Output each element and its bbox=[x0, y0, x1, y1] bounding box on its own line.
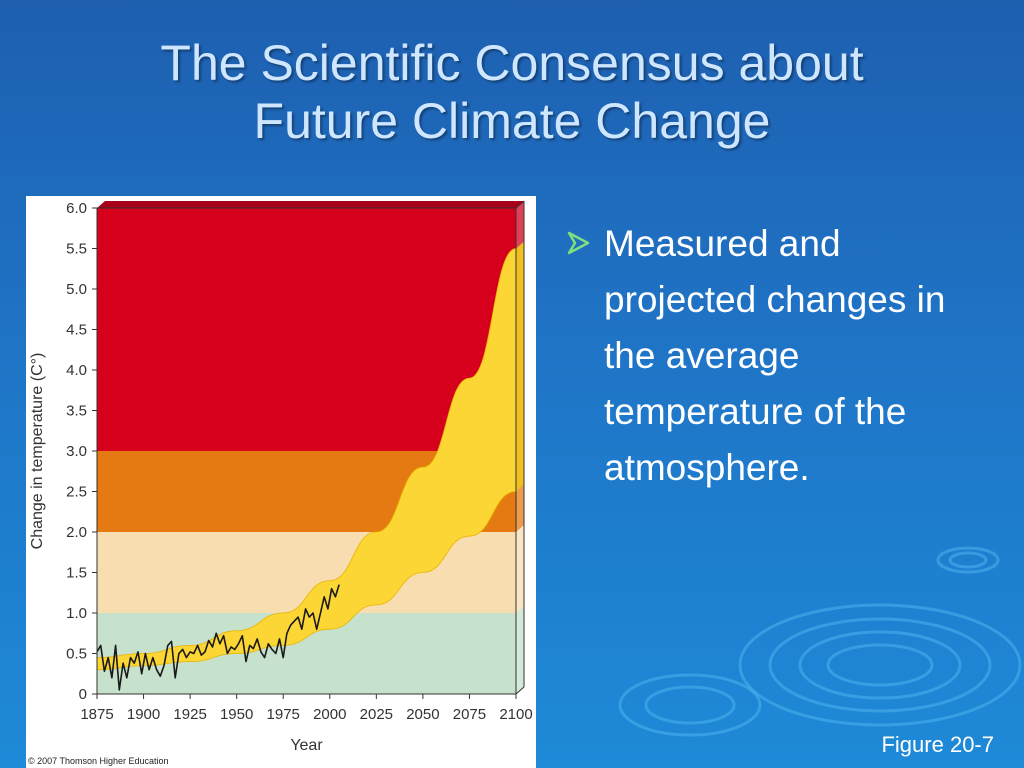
frame-depth-edge-top bbox=[515, 200, 525, 209]
x-tick-label: 2075 bbox=[453, 706, 486, 723]
x-tick-label: 1875 bbox=[80, 706, 113, 723]
y-tick-label: 3.0 bbox=[66, 443, 87, 460]
publisher-credit: © 2007 Thomson Higher Education bbox=[28, 756, 169, 766]
temperature-band-3 bbox=[97, 208, 516, 451]
y-tick-label: 4.0 bbox=[66, 362, 87, 379]
x-tick-label: 2000 bbox=[313, 706, 346, 723]
x-tick-label: 2100 bbox=[499, 706, 532, 723]
projection-band-side bbox=[516, 241, 524, 492]
x-tick-label: 1950 bbox=[220, 706, 253, 723]
frame-depth-edge-bottom bbox=[515, 686, 525, 695]
bullet-text: Measured and projected changes in the av… bbox=[604, 223, 946, 488]
y-tick-label: 5.5 bbox=[66, 241, 87, 258]
y-tick-label: 1.5 bbox=[66, 565, 87, 582]
y-tick-label: 4.5 bbox=[66, 322, 87, 339]
arrow-bullet-icon bbox=[567, 231, 590, 255]
y-tick-label: 2.5 bbox=[66, 484, 87, 501]
x-tick-label: 2025 bbox=[360, 706, 393, 723]
temperature-band-side-1 bbox=[516, 525, 524, 613]
temperature-chart: 0 0.5 1.0 1.5 2.0 2.5 3.0 3.5 4.0 4.5 5.0 5.5 6.0 187… bbox=[28, 200, 533, 766]
figure-caption: Figure 20-7 bbox=[881, 732, 994, 757]
y-tick-label: 0 bbox=[79, 686, 87, 703]
projection-band-area bbox=[96, 248, 517, 671]
slide-title-line-1: The Scientific Consensus about bbox=[160, 35, 864, 91]
figure-panel: 0 0.5 1.0 1.5 2.0 2.5 3.0 3.5 4.0 4.5 5.0 5.5 6.0 187… bbox=[26, 196, 536, 768]
x-tick-label: 2050 bbox=[406, 706, 439, 723]
slide-title-line-2: Future Climate Change bbox=[253, 93, 771, 149]
bullet-item: Measured and projected changes in the av… bbox=[566, 216, 996, 496]
y-tick-label: 2.0 bbox=[66, 524, 87, 541]
temperature-band-side-0 bbox=[516, 606, 524, 694]
measured-temperature-line bbox=[96, 584, 340, 691]
y-tick-label: 0.5 bbox=[66, 646, 87, 663]
y-axis-title: Change in temperature (C°) bbox=[29, 353, 46, 550]
y-tick-label: 3.5 bbox=[66, 403, 87, 420]
y-tick-label: 6.0 bbox=[66, 200, 87, 217]
x-tick-label: 1900 bbox=[127, 706, 160, 723]
x-tick-label: 1925 bbox=[173, 706, 206, 723]
chart-top-edge bbox=[97, 201, 524, 208]
x-axis-title: Year bbox=[290, 737, 323, 754]
x-tick-label: 1975 bbox=[267, 706, 300, 723]
y-tick-label: 1.0 bbox=[66, 605, 87, 622]
slide-title: The Scientific Consensus about Future Cl… bbox=[40, 34, 984, 150]
y-tick-label: 5.0 bbox=[66, 281, 87, 298]
